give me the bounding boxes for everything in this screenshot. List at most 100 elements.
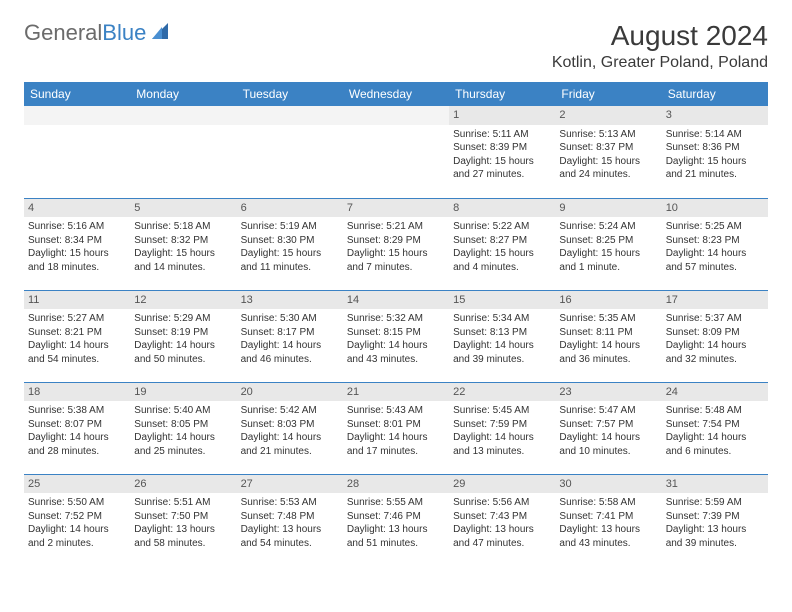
daylight-text: Daylight: 14 hours [666,431,764,445]
day-number: 28 [343,475,449,494]
sunrise-text: Sunrise: 5:37 AM [666,312,764,326]
day-number: 14 [343,291,449,310]
sunrise-text: Sunrise: 5:45 AM [453,404,551,418]
sunrise-text: Sunrise: 5:55 AM [347,496,445,510]
daylight-text: and 27 minutes. [453,168,551,182]
daylight-text: Daylight: 13 hours [134,523,232,537]
sunset-text: Sunset: 8:23 PM [666,234,764,248]
sunset-text: Sunset: 8:07 PM [28,418,126,432]
weekday-header: Monday [130,82,236,106]
daylight-text: Daylight: 14 hours [28,431,126,445]
daylight-text: Daylight: 15 hours [666,155,764,169]
sunrise-text: Sunrise: 5:13 AM [559,128,657,142]
day-number: 20 [237,383,343,402]
sunrise-text: Sunrise: 5:53 AM [241,496,339,510]
daylight-text: and 58 minutes. [134,537,232,551]
daylight-text: and 17 minutes. [347,445,445,459]
calendar-day-cell [237,106,343,198]
sunset-text: Sunset: 8:30 PM [241,234,339,248]
daylight-text: Daylight: 14 hours [666,339,764,353]
sunset-text: Sunset: 8:19 PM [134,326,232,340]
calendar-day-cell: 31Sunrise: 5:59 AMSunset: 7:39 PMDayligh… [662,474,768,566]
daylight-text: and 11 minutes. [241,261,339,275]
weekday-header: Tuesday [237,82,343,106]
sunset-text: Sunset: 8:09 PM [666,326,764,340]
daylight-text: Daylight: 15 hours [241,247,339,261]
daylight-text: Daylight: 14 hours [347,431,445,445]
sunset-text: Sunset: 7:48 PM [241,510,339,524]
day-number: 2 [555,106,661,125]
calendar-day-cell: 29Sunrise: 5:56 AMSunset: 7:43 PMDayligh… [449,474,555,566]
calendar-day-cell: 3Sunrise: 5:14 AMSunset: 8:36 PMDaylight… [662,106,768,198]
sunset-text: Sunset: 7:39 PM [666,510,764,524]
sunrise-text: Sunrise: 5:48 AM [666,404,764,418]
sunset-text: Sunset: 8:25 PM [559,234,657,248]
daylight-text: Daylight: 14 hours [559,339,657,353]
day-number: 8 [449,199,555,218]
day-number: 30 [555,475,661,494]
daylight-text: Daylight: 13 hours [453,523,551,537]
daylight-text: and 21 minutes. [666,168,764,182]
day-number: 1 [449,106,555,125]
day-number: 13 [237,291,343,310]
daylight-text: and 50 minutes. [134,353,232,367]
day-number: 31 [662,475,768,494]
sunrise-text: Sunrise: 5:56 AM [453,496,551,510]
sunrise-text: Sunrise: 5:34 AM [453,312,551,326]
sunset-text: Sunset: 8:21 PM [28,326,126,340]
calendar-week-row: 18Sunrise: 5:38 AMSunset: 8:07 PMDayligh… [24,382,768,474]
sunset-text: Sunset: 8:03 PM [241,418,339,432]
calendar-day-cell: 19Sunrise: 5:40 AMSunset: 8:05 PMDayligh… [130,382,236,474]
calendar-body: 1Sunrise: 5:11 AMSunset: 8:39 PMDaylight… [24,106,768,566]
day-number: 21 [343,383,449,402]
day-number: 15 [449,291,555,310]
calendar-week-row: 1Sunrise: 5:11 AMSunset: 8:39 PMDaylight… [24,106,768,198]
daylight-text: Daylight: 15 hours [347,247,445,261]
calendar-day-cell: 23Sunrise: 5:47 AMSunset: 7:57 PMDayligh… [555,382,661,474]
sunrise-text: Sunrise: 5:38 AM [28,404,126,418]
daylight-text: and 32 minutes. [666,353,764,367]
sunrise-text: Sunrise: 5:30 AM [241,312,339,326]
daylight-text: Daylight: 15 hours [453,155,551,169]
sunset-text: Sunset: 8:15 PM [347,326,445,340]
sunrise-text: Sunrise: 5:40 AM [134,404,232,418]
calendar-week-row: 25Sunrise: 5:50 AMSunset: 7:52 PMDayligh… [24,474,768,566]
daylight-text: and 28 minutes. [28,445,126,459]
calendar-day-cell: 12Sunrise: 5:29 AMSunset: 8:19 PMDayligh… [130,290,236,382]
sunrise-text: Sunrise: 5:27 AM [28,312,126,326]
weekday-header: Saturday [662,82,768,106]
calendar-day-cell: 13Sunrise: 5:30 AMSunset: 8:17 PMDayligh… [237,290,343,382]
calendar-day-cell: 4Sunrise: 5:16 AMSunset: 8:34 PMDaylight… [24,198,130,290]
daylight-text: and 21 minutes. [241,445,339,459]
brand-name-blue: Blue [102,20,146,45]
daylight-text: Daylight: 14 hours [241,339,339,353]
daylight-text: and 4 minutes. [453,261,551,275]
daylight-text: and 25 minutes. [134,445,232,459]
calendar-day-cell: 16Sunrise: 5:35 AMSunset: 8:11 PMDayligh… [555,290,661,382]
sunrise-text: Sunrise: 5:42 AM [241,404,339,418]
sunrise-text: Sunrise: 5:47 AM [559,404,657,418]
daylight-text: and 57 minutes. [666,261,764,275]
weekday-header: Sunday [24,82,130,106]
day-number: 22 [449,383,555,402]
daylight-text: Daylight: 15 hours [559,247,657,261]
weekday-header: Thursday [449,82,555,106]
sunset-text: Sunset: 8:39 PM [453,141,551,155]
daylight-text: and 39 minutes. [666,537,764,551]
day-number: 24 [662,383,768,402]
daylight-text: and 18 minutes. [28,261,126,275]
calendar-day-cell: 22Sunrise: 5:45 AMSunset: 7:59 PMDayligh… [449,382,555,474]
sunset-text: Sunset: 8:27 PM [453,234,551,248]
sunset-text: Sunset: 8:11 PM [559,326,657,340]
sunrise-text: Sunrise: 5:11 AM [453,128,551,142]
sunset-text: Sunset: 8:05 PM [134,418,232,432]
calendar-week-row: 4Sunrise: 5:16 AMSunset: 8:34 PMDaylight… [24,198,768,290]
daylight-text: Daylight: 13 hours [347,523,445,537]
sunrise-text: Sunrise: 5:22 AM [453,220,551,234]
calendar-day-cell: 2Sunrise: 5:13 AMSunset: 8:37 PMDaylight… [555,106,661,198]
day-number: 4 [24,199,130,218]
daylight-text: Daylight: 14 hours [28,339,126,353]
calendar-day-cell: 18Sunrise: 5:38 AMSunset: 8:07 PMDayligh… [24,382,130,474]
calendar-day-cell: 1 Sunrise: 5:11 AMSunset: 8:39 PMDaylight… [449,106,555,198]
brand-name-gray: General [24,20,102,45]
